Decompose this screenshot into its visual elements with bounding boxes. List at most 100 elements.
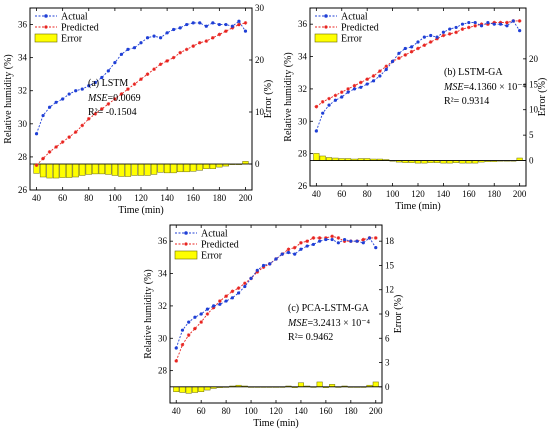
predicted-point (255, 270, 260, 274)
predicted-point (492, 20, 497, 25)
predicted-point (217, 32, 222, 37)
predicted-point (333, 93, 338, 98)
predicted-point (435, 36, 439, 41)
actual-point (460, 22, 465, 26)
y-tick-label: 34 (158, 269, 168, 279)
x-tick-label: 200 (239, 193, 253, 203)
predicted-point (261, 265, 266, 269)
legend-error-label: Error (201, 251, 223, 262)
predicted-point (292, 245, 297, 250)
legend-actual-label: Actual (201, 229, 228, 240)
predicted-point (409, 49, 414, 54)
predicted-point (486, 22, 490, 26)
actual-point (365, 82, 369, 86)
actual-point (473, 20, 477, 25)
actual-point (340, 95, 344, 99)
y-tick-label: 28 (18, 152, 28, 162)
actual-point (422, 35, 426, 39)
chart-panel-lstm: 40 60 80 100 120 140 160 180 200 26 28 30 32 34 36 0 10 2… (3, 3, 274, 216)
predicted-point (441, 33, 446, 38)
predicted-point (342, 239, 347, 243)
error-bar (98, 163, 105, 175)
error-bar (163, 163, 171, 174)
y2-tick-label: 9 (385, 309, 390, 319)
y-tick-label: 36 (18, 20, 28, 30)
legend-error-label: Error (341, 34, 363, 45)
actual-point (217, 22, 221, 27)
error-bar (313, 153, 320, 161)
x-tick-label: 100 (108, 193, 122, 203)
y2-tick-label: 20 (529, 54, 539, 64)
y-tick-label: 30 (298, 116, 308, 126)
actual-point (243, 29, 248, 33)
chart-panel-lstm-ga: 40 60 80 100 120 140 160 180 200 26 28 30 32 34 36 0 5 10… (283, 7, 548, 212)
error-bar (204, 386, 211, 391)
actual-point (314, 129, 318, 133)
legend-error-swatch (174, 250, 198, 260)
predicted-point (199, 320, 203, 324)
actual-point (80, 87, 84, 91)
actual-point (330, 237, 334, 242)
y2-tick-label: 0 (385, 382, 390, 392)
predicted-point (193, 326, 197, 331)
y2-tick-label: 20 (255, 55, 265, 65)
actual-point (100, 75, 104, 80)
actual-point (139, 41, 143, 45)
predicted-point (479, 22, 484, 26)
actual-point (193, 315, 197, 319)
actual-point (511, 19, 515, 23)
predicted-point (317, 236, 322, 240)
error-bar (66, 163, 73, 178)
predicted-point (361, 237, 366, 242)
predicted-point (320, 100, 325, 104)
predicted-point (384, 64, 389, 69)
y2-axis-label: Error (%) (393, 295, 404, 334)
error-bar (196, 163, 203, 171)
actual-point (185, 22, 189, 27)
predicted-point (113, 97, 117, 101)
actual-point (505, 24, 509, 28)
actual-point (249, 276, 253, 280)
y-tick-label: 34 (298, 52, 308, 62)
actual-point (67, 92, 71, 96)
x-tick-label: 120 (411, 189, 425, 199)
x-tick-label: 60 (337, 189, 347, 199)
x-tick-label: 100 (244, 406, 258, 416)
actual-point (333, 98, 338, 102)
y2-tick-label: 15 (529, 79, 539, 89)
predicted-point (336, 236, 341, 240)
predicted-point (346, 87, 350, 91)
predicted-point (158, 62, 163, 67)
legend-error-swatch (34, 33, 58, 43)
predicted-point (422, 43, 427, 48)
y2-tick-label: 3 (385, 358, 390, 368)
predicted-point (106, 102, 111, 106)
predicted-point (165, 59, 169, 63)
actual-point (410, 45, 414, 49)
predicted-point (184, 47, 189, 52)
y-tick-label: 30 (18, 119, 28, 129)
actual-point (454, 25, 458, 30)
predicted-point (327, 96, 331, 101)
predicted-point (100, 107, 104, 111)
error-bar (85, 163, 92, 175)
actual-point (230, 24, 235, 28)
predicted-line (316, 20, 520, 108)
error-bar (173, 386, 180, 392)
actual-point (187, 320, 191, 324)
predicted-point (311, 236, 316, 240)
y2-tick-label: 30 (255, 3, 265, 13)
error-bar (316, 381, 323, 388)
error-bar (111, 163, 119, 176)
actual-point (126, 47, 130, 51)
predicted-point (218, 299, 222, 303)
legend-error-swatch (314, 33, 338, 43)
error-bar (118, 163, 125, 177)
actual-point (224, 299, 228, 303)
error-bar (150, 163, 158, 175)
y-axis-label: Relative humidity (%) (143, 269, 154, 358)
legend-predicted-label: Predicted (201, 240, 239, 251)
y-tick-label: 36 (298, 19, 308, 29)
actual-point (336, 241, 340, 245)
